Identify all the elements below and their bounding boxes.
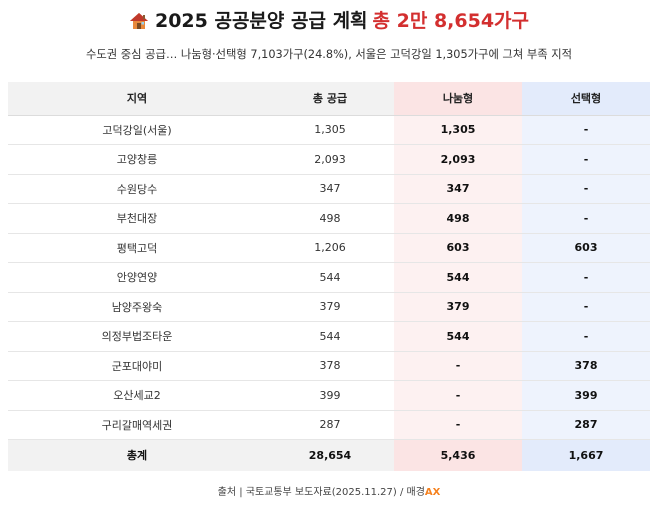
total-supply: 28,654 xyxy=(266,439,394,471)
table-row: 고덕강일(서울) 1,305 1,305 - xyxy=(8,115,650,145)
cell-choice-type: 399 xyxy=(522,380,650,411)
total-share-type: 5,436 xyxy=(394,439,522,471)
cell-region: 남양주왕숙 xyxy=(8,292,266,322)
cell-share-type: 498 xyxy=(394,203,522,234)
cell-choice-type: - xyxy=(522,203,650,234)
total-row: 총계 28,654 5,436 1,667 xyxy=(8,439,650,471)
cell-total: 2,093 xyxy=(266,144,394,175)
cell-region: 고양창릉 xyxy=(8,144,266,175)
cell-share-type: 347 xyxy=(394,174,522,204)
brand-ax: AX xyxy=(424,487,441,498)
total-choice-type: 1,667 xyxy=(522,439,650,471)
table-row: 부천대장 498 498 - xyxy=(8,203,650,234)
cell-region: 구리갈매역세권 xyxy=(8,410,266,440)
cell-total: 378 xyxy=(266,351,394,381)
cell-region: 부천대장 xyxy=(8,203,266,234)
table-row: 남양주왕숙 379 379 - xyxy=(8,292,650,322)
cell-choice-type: - xyxy=(522,321,650,352)
cell-choice-type: - xyxy=(522,292,650,322)
cell-region: 의정부법조타운 xyxy=(8,321,266,352)
source-text: 출처 | 국토교통부 보도자료(2025.11.27) / 매경 xyxy=(217,487,425,498)
table-row: 수원당수 347 347 - xyxy=(8,174,650,204)
cell-total: 544 xyxy=(266,262,394,293)
cell-share-type: 379 xyxy=(394,292,522,322)
subtitle: 수도권 중심 공급… 나눔형·선택형 7,103가구(24.8%), 서울은 고… xyxy=(86,48,572,61)
cell-choice-type: 287 xyxy=(522,410,650,440)
cell-choice-type: 378 xyxy=(522,351,650,381)
cell-total: 347 xyxy=(266,174,394,204)
cell-choice-type: - xyxy=(522,144,650,175)
cell-total: 1,206 xyxy=(266,233,394,263)
title-accent: 총 2만 8,654가구 xyxy=(372,10,530,32)
supply-table: 지역 총 공급 나눔형 선택형 고덕강일(서울) 1,305 1,305 - 고… xyxy=(8,82,650,471)
source-footer: 출처 | 국토교통부 보도자료(2025.11.27) / 매경AX xyxy=(0,483,658,498)
cell-choice-type: - xyxy=(522,262,650,293)
table-row: 평택고덕 1,206 603 603 xyxy=(8,233,650,263)
cell-share-type: 544 xyxy=(394,321,522,352)
cell-region: 오산세교2 xyxy=(8,380,266,411)
page-title: 2025 공공분양 공급 계획 총 2만 8,654가구 xyxy=(0,8,658,38)
total-label: 총계 xyxy=(8,439,266,471)
cell-share-type: - xyxy=(394,380,522,411)
header-share-type: 나눔형 xyxy=(394,82,522,116)
header-region: 지역 xyxy=(8,82,266,116)
table-row: 의정부법조타운 544 544 - xyxy=(8,321,650,352)
cell-total: 399 xyxy=(266,380,394,411)
cell-region: 안양연양 xyxy=(8,262,266,293)
table-row: 안양연양 544 544 - xyxy=(8,262,650,293)
header-total: 총 공급 xyxy=(266,82,394,116)
cell-share-type: 544 xyxy=(394,262,522,293)
cell-choice-type: - xyxy=(522,115,650,145)
table-header-row: 지역 총 공급 나눔형 선택형 xyxy=(8,82,650,116)
cell-share-type: - xyxy=(394,351,522,381)
cell-region: 수원당수 xyxy=(8,174,266,204)
house-icon xyxy=(129,11,149,38)
cell-region: 평택고덕 xyxy=(8,233,266,263)
cell-share-type: 603 xyxy=(394,233,522,263)
cell-total: 1,305 xyxy=(266,115,394,145)
cell-choice-type: - xyxy=(522,174,650,204)
cell-share-type: 2,093 xyxy=(394,144,522,175)
table-row: 오산세교2 399 - 399 xyxy=(8,380,650,411)
cell-share-type: 1,305 xyxy=(394,115,522,145)
cell-region: 군포대야미 xyxy=(8,351,266,381)
table-row: 군포대야미 378 - 378 xyxy=(8,351,650,381)
table-row: 구리갈매역세권 287 - 287 xyxy=(8,410,650,440)
cell-choice-type: 603 xyxy=(522,233,650,263)
cell-total: 287 xyxy=(266,410,394,440)
table-row: 고양창릉 2,093 2,093 - xyxy=(8,144,650,175)
header-choice-type: 선택형 xyxy=(522,82,650,116)
cell-total: 498 xyxy=(266,203,394,234)
title-main: 2025 공공분양 공급 계획 xyxy=(154,10,368,32)
cell-total: 544 xyxy=(266,321,394,352)
cell-region: 고덕강일(서울) xyxy=(8,115,266,145)
cell-total: 379 xyxy=(266,292,394,322)
cell-share-type: - xyxy=(394,410,522,440)
